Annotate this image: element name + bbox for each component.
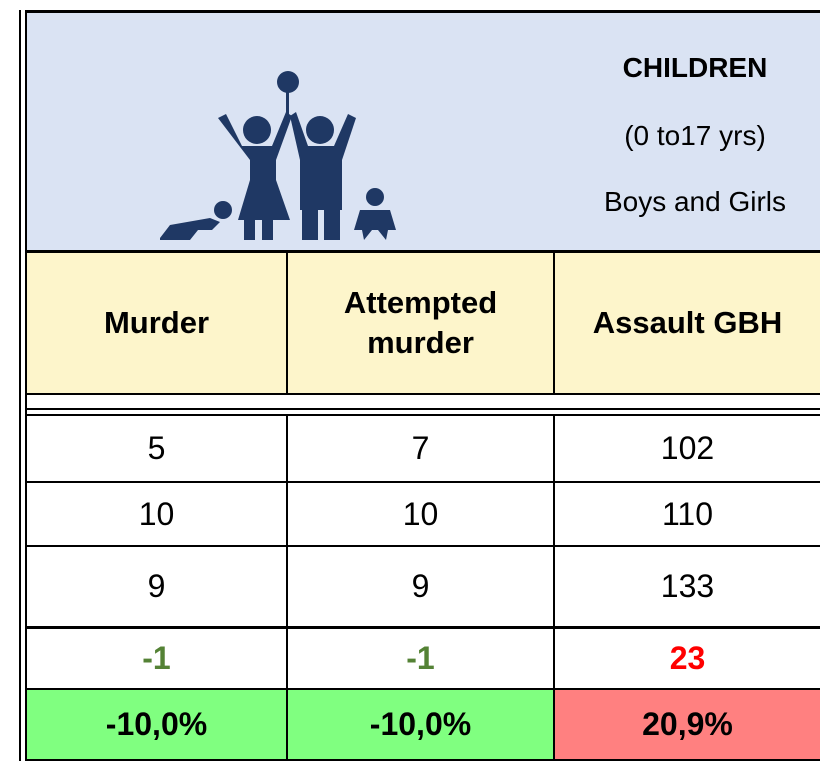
left-border: [19, 10, 21, 761]
table-cell: -1: [288, 629, 555, 690]
table-cell: 7: [288, 416, 555, 483]
table-cell: 110: [555, 483, 820, 547]
column-header: Attempted murder: [288, 253, 555, 395]
table-cell: 9: [288, 547, 555, 626]
table-cell: 20,9%: [555, 690, 820, 761]
table-border: [27, 414, 820, 416]
family-icon: [160, 71, 396, 240]
table-cell: 5: [27, 416, 288, 483]
table-cell: 9: [27, 547, 288, 626]
table-cell: 23: [555, 629, 820, 690]
table-cell: 10: [288, 483, 555, 547]
header-subtitle: (0 to17 yrs): [624, 120, 766, 151]
table-cell: -1: [27, 629, 288, 690]
column-header: Murder: [27, 253, 288, 395]
table-cell: 102: [555, 416, 820, 483]
left-border: [25, 10, 27, 761]
header-box: [27, 10, 820, 253]
header-title: CHILDREN: [622, 52, 768, 83]
table-cell: 10: [27, 483, 288, 547]
table-cell: -10,0%: [27, 690, 288, 761]
table-border: [27, 626, 820, 629]
column-header: Assault GBH: [555, 253, 820, 395]
table-cell: -10,0%: [288, 690, 555, 761]
header-subtitle: Boys and Girls: [603, 186, 787, 217]
table-border: [27, 408, 820, 410]
table-cell: 133: [555, 547, 820, 626]
